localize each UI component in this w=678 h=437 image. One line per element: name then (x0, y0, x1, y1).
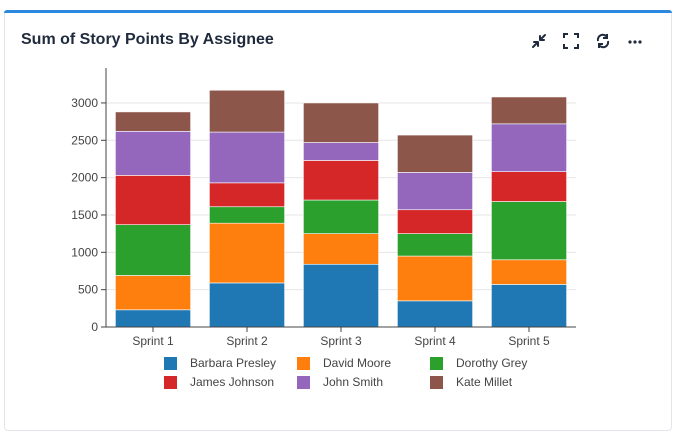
bar-segment[interactable] (491, 284, 567, 328)
bar-segment[interactable] (115, 131, 191, 176)
legend-swatch (164, 375, 177, 389)
bar-segment[interactable] (209, 182, 285, 208)
legend-item[interactable]: Barbara Presley (164, 356, 276, 370)
bar-segment[interactable] (491, 96, 567, 125)
bar-segment[interactable] (397, 300, 473, 328)
bar-segment[interactable] (491, 123, 567, 172)
legend-swatch (297, 375, 310, 389)
x-tick-labels: Sprint 1 Sprint 2 Sprint 3 Sprint 4 Sprint 5 (132, 327, 550, 348)
y-tick-label: 3000 (71, 96, 98, 110)
legend-label: John Smith (323, 375, 384, 389)
legend-item[interactable]: Dorothy Grey (430, 356, 527, 370)
bar-segment[interactable] (397, 233, 473, 257)
y-tick-label: 1000 (71, 245, 98, 259)
legend-item[interactable]: James Johnson (164, 375, 274, 389)
y-tick-label: 2000 (71, 171, 98, 185)
bar-segment[interactable] (303, 233, 379, 265)
bar-segment[interactable] (303, 160, 379, 201)
legend-swatch (430, 375, 443, 389)
legend-item[interactable]: John Smith (297, 375, 383, 389)
more-icon[interactable] (619, 29, 651, 53)
bar-segment[interactable] (491, 201, 567, 261)
bar-segment[interactable] (115, 175, 191, 225)
bar-segment[interactable] (209, 206, 285, 224)
refresh-icon[interactable] (587, 29, 619, 53)
legend-label: Dorothy Grey (456, 356, 528, 370)
bar-segment[interactable] (397, 134, 473, 173)
bar-segment[interactable] (491, 171, 567, 202)
legend-label: Kate Millet (456, 375, 513, 389)
bar-segment[interactable] (397, 209, 473, 234)
y-tick-label: 2500 (71, 133, 98, 147)
legend-swatch (430, 356, 443, 370)
card-title: Sum of Story Points By Assignee (21, 31, 274, 48)
bar-segment[interactable] (303, 199, 379, 234)
legend-label: Barbara Presley (190, 356, 277, 370)
bar-segment[interactable] (397, 172, 473, 211)
legend-label: David Moore (323, 356, 392, 370)
y-tick-label: 1500 (71, 208, 98, 222)
legend-swatch (164, 356, 177, 370)
x-tick-label: Sprint 5 (508, 334, 550, 348)
bar-segment[interactable] (303, 102, 379, 143)
x-tick-label: Sprint 4 (414, 334, 456, 348)
bar-segment[interactable] (397, 255, 473, 302)
bar-segment[interactable] (491, 259, 567, 285)
bar-segment[interactable] (209, 131, 285, 184)
legend-item[interactable]: Kate Millet (430, 375, 512, 389)
fullscreen-icon[interactable] (555, 29, 587, 53)
bar-segment[interactable] (303, 263, 379, 328)
bar-segment[interactable] (303, 142, 379, 161)
legend-item[interactable]: David Moore (297, 356, 391, 370)
bar-segment[interactable] (209, 222, 285, 284)
legend-swatch (297, 356, 310, 370)
collapse-icon[interactable] (523, 29, 555, 53)
bar-segment[interactable] (115, 275, 191, 311)
x-tick-label: Sprint 3 (320, 334, 362, 348)
y-tick-label: 500 (78, 283, 98, 297)
y-tick-label: 0 (91, 320, 98, 334)
y-tick-labels: 0 500 1000 1500 2000 2500 3000 (71, 96, 98, 334)
x-tick-label: Sprint 1 (132, 334, 174, 348)
legend-label: James Johnson (190, 375, 275, 389)
bars (115, 89, 567, 328)
bar-segment[interactable] (115, 224, 191, 276)
card-toolbar (523, 29, 651, 53)
card-accent-bar (4, 10, 672, 13)
bar-segment[interactable] (115, 309, 191, 328)
bar-segment[interactable] (115, 111, 191, 132)
bar-segment[interactable] (209, 282, 285, 328)
x-tick-label: Sprint 2 (226, 334, 268, 348)
bar-segment[interactable] (209, 89, 285, 133)
